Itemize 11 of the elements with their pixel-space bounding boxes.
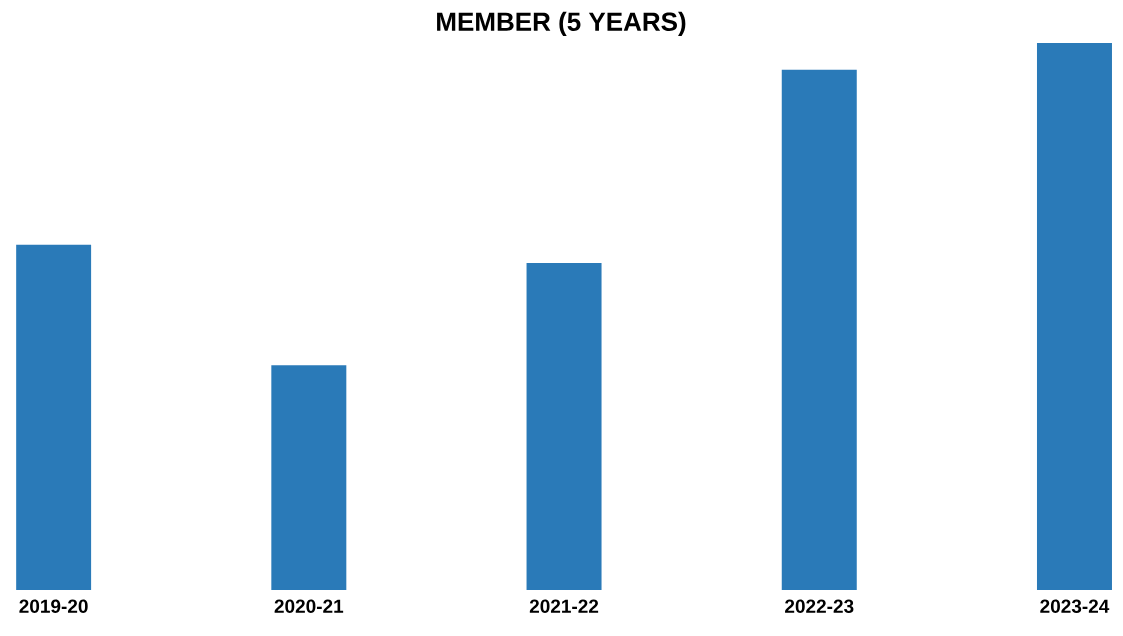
bar	[781, 69, 857, 590]
x-tick-label: 2019-20	[19, 599, 88, 613]
bar	[526, 262, 602, 590]
bar	[271, 365, 347, 590]
x-tick-label: 2022-23	[785, 599, 854, 613]
bar	[16, 244, 92, 590]
x-tick-label: 2021-22	[529, 599, 599, 613]
x-tick-label: 2020-21	[274, 599, 344, 613]
chart-title: MEMBER (5 YEARS)	[437, 11, 686, 37]
bar	[1036, 42, 1112, 590]
x-tick-label: 2023-24	[1040, 599, 1110, 613]
